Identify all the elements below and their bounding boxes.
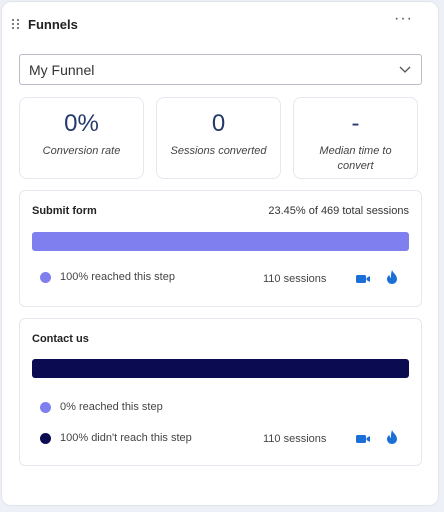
drag-handle-icon[interactable] [12, 18, 20, 30]
reached-label: 0% reached this step [60, 401, 163, 413]
reached-row: 100% reached this step [40, 271, 175, 283]
dropped-dot [40, 432, 51, 444]
funnels-card: Funnels ··· My Funnel 0% Conversion rate… [1, 1, 439, 506]
metric-conversion-rate: 0% Conversion rate [19, 97, 144, 179]
step-name: Contact us [32, 333, 89, 345]
step-progress-bar [32, 232, 409, 251]
metric-sessions-converted: 0 Sessions converted [156, 97, 281, 179]
reached-row: 0% reached this step [40, 401, 163, 413]
video-camera-icon[interactable] [355, 271, 371, 287]
step-progress-bar [32, 359, 409, 378]
reached-dot [40, 271, 51, 283]
funnel-select-value: My Funnel [29, 61, 95, 78]
metric-label: Median time to convert [319, 145, 392, 172]
card-title: Funnels [28, 16, 78, 32]
step-total: 23.45% of 469 total sessions [268, 205, 409, 217]
more-options-icon[interactable]: ··· [394, 10, 413, 27]
metric-value: 0 [211, 110, 226, 137]
metric-value: 0% [64, 110, 99, 137]
reached-label: 100% reached this step [60, 271, 175, 283]
sessions-count: 110 sessions [263, 273, 327, 285]
metric-label: Sessions converted [170, 145, 267, 157]
reached-dot [40, 401, 51, 413]
step-name: Submit form [32, 205, 97, 217]
heatmap-flame-icon[interactable] [384, 269, 400, 285]
card-header: Funnels [12, 15, 78, 33]
sessions-count: 110 sessions [263, 433, 327, 445]
funnel-step-submit-form: Submit form 23.45% of 469 total sessions… [19, 190, 422, 307]
funnel-step-contact-us: Contact us 0% reached this step 100% did… [19, 318, 422, 466]
dropped-row: 100% didn't reach this step [40, 432, 192, 444]
video-camera-icon[interactable] [355, 431, 371, 447]
heatmap-flame-icon[interactable] [384, 429, 400, 445]
metric-median-time: - Median time to convert [293, 97, 418, 179]
metric-value: - [351, 110, 360, 137]
funnel-select[interactable]: My Funnel [19, 54, 422, 85]
metric-label: Conversion rate [42, 145, 121, 157]
dropped-label: 100% didn't reach this step [60, 432, 192, 444]
chevron-down-icon [399, 66, 411, 73]
